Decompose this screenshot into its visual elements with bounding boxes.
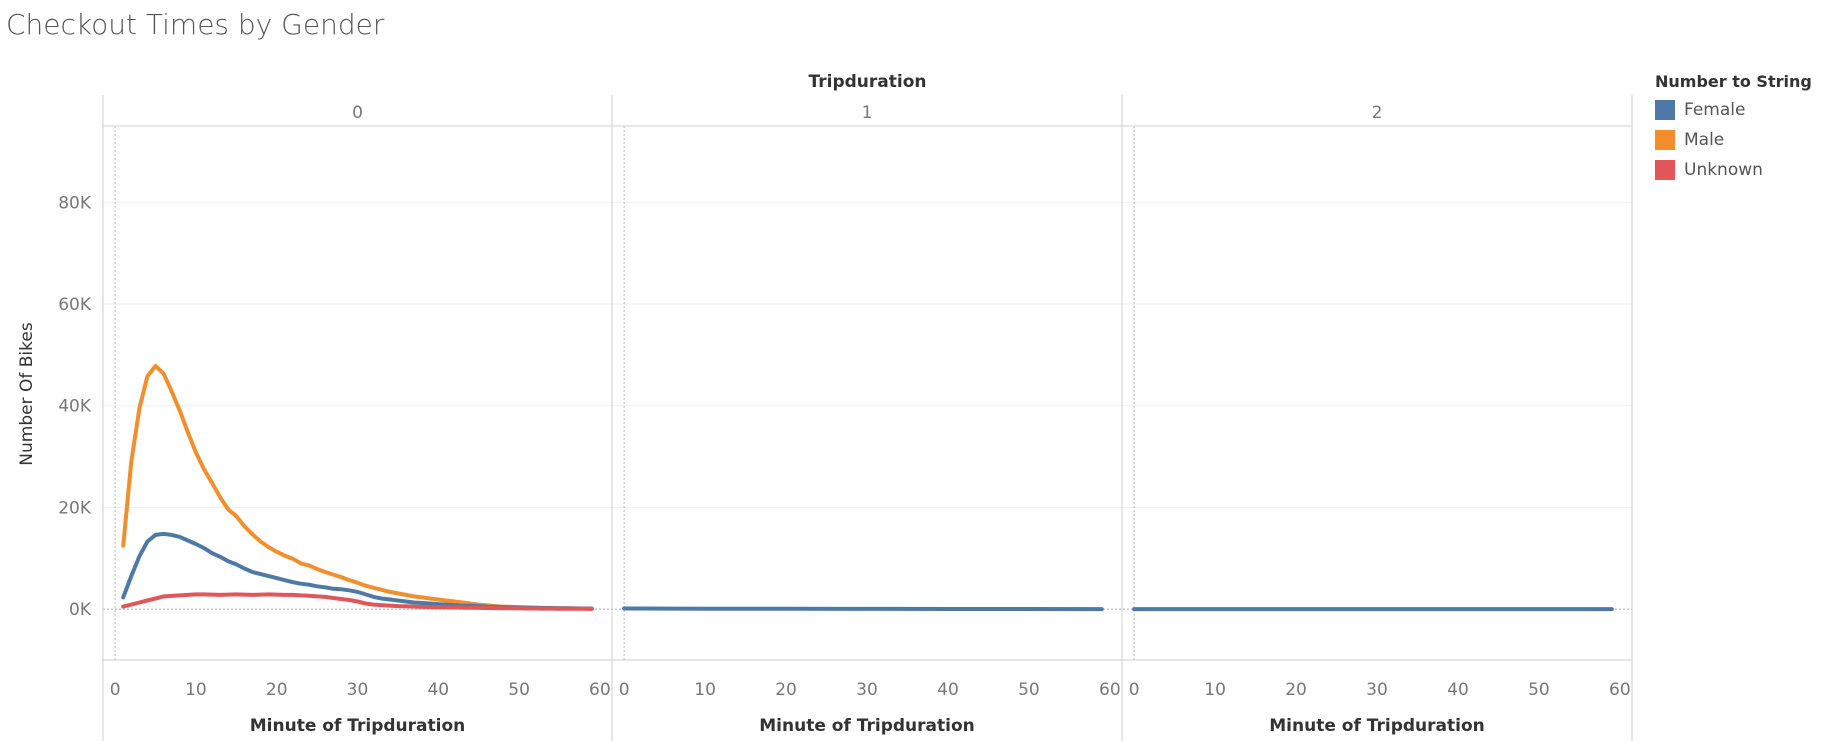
x-tick-label: 0: [619, 680, 630, 700]
x-axis-label: Minute of Tripduration: [250, 716, 466, 736]
legend-swatch: [1655, 100, 1675, 120]
series-line-female-panel-1: [622, 606, 1104, 612]
legend-item-male[interactable]: Male: [1655, 125, 1840, 155]
column-header-title: Tripduration: [809, 72, 927, 92]
series-line-male-panel-0: [121, 364, 594, 611]
y-tick-label: 60K: [58, 295, 92, 315]
x-tick-label: 40: [1447, 680, 1469, 700]
x-tick-label: 30: [856, 680, 878, 700]
x-tick-label: 40: [937, 680, 959, 700]
panel-header-label: 2: [1372, 103, 1383, 123]
chart-title: Checkout Times by Gender: [6, 8, 385, 41]
x-tick-label: 10: [1204, 680, 1226, 700]
panel-header-label: 0: [352, 103, 363, 123]
x-tick-label: 50: [1528, 680, 1550, 700]
panel-header-label: 1: [862, 103, 873, 123]
x-tick-label: 30: [1366, 680, 1388, 700]
legend-title: Number to String: [1655, 72, 1812, 91]
legend-label: Male: [1684, 130, 1725, 150]
y-tick-label: 0K: [69, 600, 92, 620]
x-tick-label: 20: [775, 680, 797, 700]
x-tick-label: 0: [110, 680, 121, 700]
x-tick-label: 30: [347, 680, 369, 700]
series-line-unknown-panel-0: [121, 592, 594, 611]
y-tick-label: 20K: [58, 498, 92, 518]
x-tick-label: 60: [1099, 680, 1121, 700]
x-tick-label: 60: [1609, 680, 1631, 700]
x-tick-label: 10: [694, 680, 716, 700]
x-tick-label: 60: [589, 680, 611, 700]
legend: Number to String Female Male Unknown: [1655, 72, 1840, 185]
x-tick-label: 0: [1129, 680, 1140, 700]
x-tick-label: 40: [427, 680, 449, 700]
x-tick-label: 50: [508, 680, 530, 700]
legend-swatch: [1655, 160, 1675, 180]
legend-item-unknown[interactable]: Unknown: [1655, 155, 1840, 185]
legend-label: Female: [1684, 100, 1746, 120]
legend-label: Unknown: [1684, 160, 1763, 180]
y-tick-label: 40K: [58, 397, 92, 417]
x-axis-label: Minute of Tripduration: [759, 716, 975, 736]
legend-swatch: [1655, 130, 1675, 150]
x-tick-label: 20: [1285, 680, 1307, 700]
y-axis-label: Number Of Bikes: [17, 322, 37, 466]
y-tick-label: 80K: [58, 193, 92, 213]
x-tick-label: 20: [266, 680, 288, 700]
x-tick-label: 50: [1018, 680, 1040, 700]
x-axis-label: Minute of Tripduration: [1269, 716, 1485, 736]
legend-item-female[interactable]: Female: [1655, 95, 1840, 125]
series-line-female-panel-0: [121, 531, 594, 611]
x-tick-label: 10: [185, 680, 207, 700]
